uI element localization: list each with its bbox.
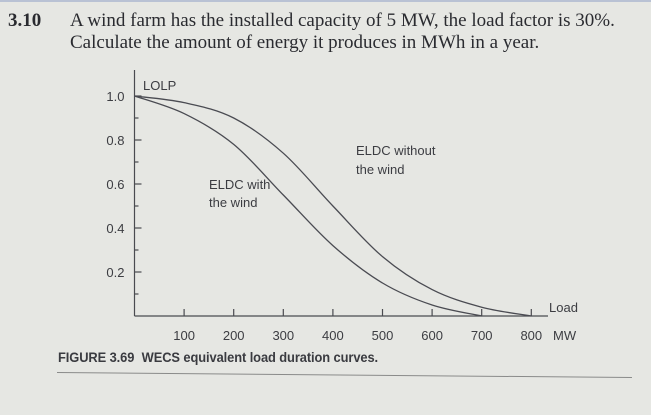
annotation-eldc-with-wind-2: the wind [209, 195, 257, 210]
figure-label: FIGURE 3.69 [58, 349, 135, 365]
chart-axes [133, 70, 548, 317]
curve-eldc-without-wind [134, 95, 532, 317]
figure-title: WECS equivalent load duration curves. [141, 349, 379, 365]
x-tick-label: 400 [322, 328, 344, 343]
figure-caption: FIGURE 3.69 WECS equivalent load duration… [58, 349, 378, 365]
x-tick-label: 500 [372, 328, 394, 343]
x-tick-label: 600 [421, 328, 443, 343]
y-tick-label: 0.2 [106, 265, 124, 280]
x-tick-label: 300 [272, 328, 294, 343]
problem-number: 3.10 [8, 10, 42, 31]
curve-eldc-with-wind [134, 95, 482, 317]
x-tick-label: 800 [520, 328, 542, 343]
annotation-eldc-without-wind-2: the wind [356, 162, 404, 177]
annotation-eldc-without-wind-1: ELDC without [356, 143, 436, 158]
x-tick-label: 200 [223, 328, 245, 343]
x-axis-label-unit: MW [553, 328, 577, 343]
chart-curves [134, 95, 532, 317]
y-tick-label: 0.4 [106, 221, 124, 236]
y-tick-label: 0.6 [106, 177, 124, 192]
page-top-edge [0, 0, 651, 2]
x-tick-label: 100 [173, 328, 195, 343]
y-tick-label: 0.8 [106, 133, 124, 148]
y-tick-labels: 0.2 0.4 0.6 0.8 1.0 [106, 89, 124, 280]
problem-text-line-1: A wind farm has the installed capacity o… [70, 10, 615, 31]
x-tick-labels: 100 200 300 400 500 600 700 800 [173, 328, 542, 343]
problem-text-line-2: Calculate the amount of energy it produc… [70, 32, 540, 53]
y-tick-label: 1.0 [106, 89, 124, 104]
annotation-eldc-with-wind-1: ELDC with [209, 177, 270, 192]
y-axis-label: LOLP [143, 78, 176, 93]
x-axis-label-load: Load [549, 300, 578, 315]
x-tick-label: 700 [471, 328, 493, 343]
